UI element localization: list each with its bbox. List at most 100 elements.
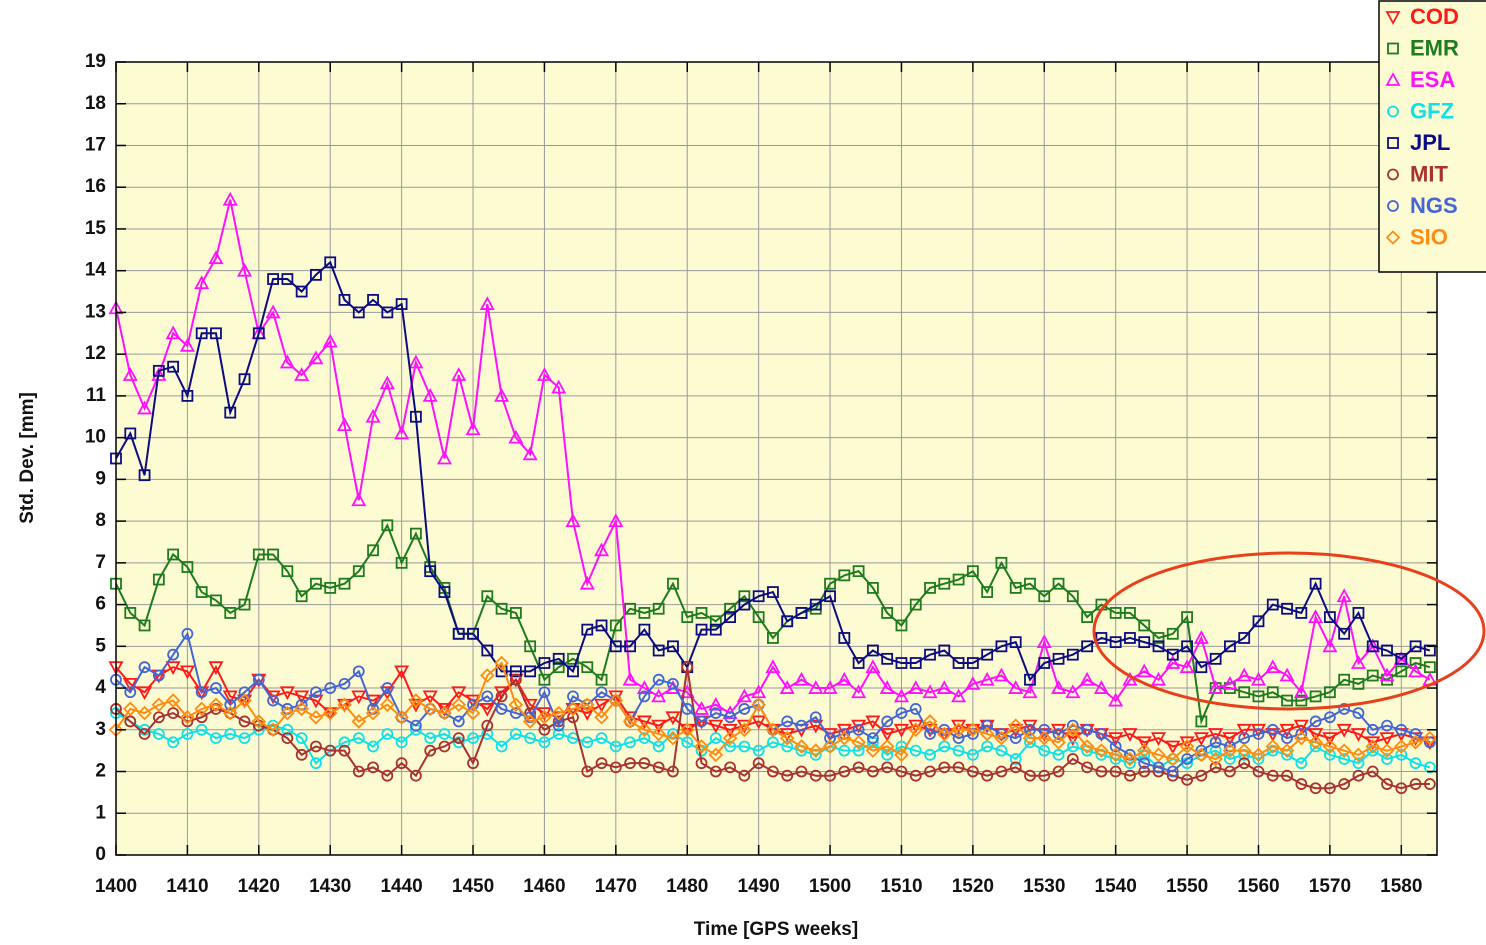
marker	[681, 661, 694, 674]
marker	[1224, 640, 1236, 653]
marker	[408, 693, 424, 708]
marker	[838, 765, 851, 778]
x-tick-label: 1400	[95, 876, 137, 897]
marker	[1294, 730, 1309, 746]
marker	[224, 728, 237, 740]
marker	[167, 648, 180, 661]
marker	[966, 657, 979, 669]
marker	[395, 757, 408, 770]
marker	[1009, 636, 1022, 649]
marker	[981, 648, 994, 661]
marker	[1395, 652, 1408, 665]
marker	[724, 711, 736, 724]
marker	[652, 673, 665, 686]
marker	[565, 701, 581, 717]
marker	[852, 744, 865, 757]
marker	[822, 739, 838, 754]
marker	[824, 590, 836, 603]
x-tick-label: 1450	[452, 876, 494, 897]
marker	[1322, 732, 1338, 747]
marker	[1024, 577, 1036, 590]
marker	[138, 661, 151, 674]
marker	[751, 697, 766, 713]
series-line	[115, 199, 1431, 715]
marker	[1038, 744, 1051, 757]
y-tick-label: 14	[85, 260, 107, 281]
marker	[951, 688, 967, 703]
marker	[694, 739, 709, 754]
y-tick-label: 8	[95, 510, 106, 531]
marker	[310, 686, 322, 699]
x-tick-label: 1430	[309, 876, 351, 897]
x-tick-label: 1510	[880, 876, 922, 897]
marker	[1079, 739, 1095, 754]
marker	[866, 581, 879, 594]
marker	[1194, 747, 1209, 763]
marker	[595, 673, 608, 686]
marker	[281, 732, 294, 745]
marker	[938, 577, 951, 590]
x-tick-label: 1440	[380, 876, 422, 897]
marker	[879, 739, 895, 754]
marker	[1379, 667, 1395, 682]
marker	[765, 659, 781, 674]
marker	[1336, 723, 1352, 738]
marker	[1323, 748, 1336, 761]
marker	[652, 740, 665, 753]
marker	[1208, 751, 1223, 767]
marker	[1151, 732, 1167, 747]
marker	[636, 680, 652, 694]
marker	[752, 757, 765, 770]
marker	[279, 686, 295, 701]
marker	[224, 406, 237, 419]
marker	[824, 769, 836, 782]
marker	[1238, 757, 1251, 770]
marker	[123, 701, 138, 717]
marker	[552, 652, 565, 665]
marker	[709, 732, 722, 745]
marker	[509, 673, 522, 686]
marker	[1166, 627, 1179, 640]
marker	[979, 671, 995, 686]
marker	[1051, 680, 1067, 694]
marker	[1238, 686, 1251, 699]
marker	[165, 661, 181, 676]
marker	[467, 757, 479, 770]
marker	[1351, 747, 1366, 763]
marker	[1208, 680, 1224, 694]
marker	[338, 744, 351, 757]
marker	[709, 765, 722, 778]
marker	[1352, 677, 1365, 690]
marker	[208, 697, 224, 713]
marker	[624, 640, 637, 653]
marker	[281, 723, 294, 736]
marker	[580, 697, 595, 713]
marker	[1295, 757, 1308, 770]
marker	[538, 657, 551, 669]
plot-background	[116, 62, 1437, 855]
marker	[138, 728, 151, 740]
y-tick-label: 13	[85, 301, 106, 322]
marker	[751, 715, 767, 730]
marker	[651, 688, 667, 703]
marker	[879, 680, 895, 694]
marker	[451, 697, 467, 713]
marker	[952, 744, 965, 757]
marker	[267, 273, 279, 285]
marker	[1052, 652, 1065, 665]
marker	[1124, 632, 1136, 644]
marker	[1224, 753, 1236, 765]
marker	[694, 701, 710, 715]
marker	[695, 623, 708, 636]
marker	[638, 607, 651, 619]
marker	[624, 757, 637, 770]
marker	[1293, 719, 1309, 734]
marker	[866, 732, 879, 745]
marker	[238, 715, 251, 728]
marker	[208, 250, 224, 265]
marker	[1109, 765, 1122, 778]
marker	[237, 693, 252, 708]
marker	[681, 736, 694, 749]
x-tick-label: 1420	[238, 876, 280, 897]
legend: COD EMR ESA GFZ JPL MIT NGS SIO	[1378, 0, 1486, 273]
